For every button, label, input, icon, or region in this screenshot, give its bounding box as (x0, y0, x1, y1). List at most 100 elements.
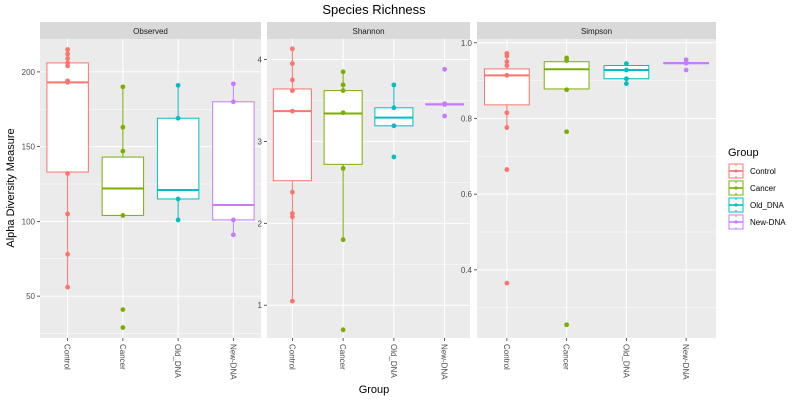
x-tick-label-new-dna: New-DNA (681, 344, 690, 380)
legend-key-point (734, 186, 738, 190)
data-point (623, 76, 629, 82)
facet-strip-label-observed: Observed (133, 27, 168, 36)
legend-title: Group (728, 147, 759, 159)
data-point (683, 67, 689, 73)
data-point (289, 88, 295, 94)
data-point (340, 237, 346, 243)
data-point (65, 63, 71, 69)
data-point (504, 110, 510, 116)
facet-panels: Observed 50 100 150 200 Control Cancer Old_DNA N… (22, 22, 716, 380)
legend-label-old-dna: Old_DNA (750, 201, 784, 210)
boxplot-observed-old-dna (156, 82, 200, 223)
data-point (564, 322, 570, 328)
x-tick-label-cancer: Cancer (562, 344, 571, 370)
legend-label-cancer: Cancer (750, 184, 776, 193)
data-point (120, 124, 126, 130)
box-iqr (272, 88, 312, 182)
box-iqr (101, 156, 145, 216)
legend-label-new-dna: New-DNA (750, 218, 786, 227)
boxplot-observed-cancer (101, 84, 145, 330)
legend: Group Control Cancer Old_DNA New-DNA (728, 147, 786, 230)
data-point (65, 211, 71, 217)
data-point (120, 307, 126, 312)
data-point (289, 108, 295, 114)
facet-shannon: Shannon 1 2 3 4 Control Cancer Old_DNA New-DNA (258, 22, 470, 380)
x-tick-label-control: Control (287, 344, 296, 370)
box-iqr (323, 90, 363, 165)
y-tick-label: 0.8 (461, 114, 473, 123)
boxplot-shannon-cancer (323, 69, 363, 333)
x-tick-label-control: Control (502, 344, 511, 370)
data-point (289, 46, 295, 52)
facet-strip-label-shannon: Shannon (352, 27, 384, 36)
data-point (564, 87, 570, 93)
y-tick-label: 100 (22, 217, 36, 226)
boxplot-observed-new-dna (212, 81, 255, 238)
x-tick-label-old-dna: Old_DNA (389, 344, 398, 378)
data-point (623, 61, 629, 67)
data-point (442, 102, 448, 107)
x-tick-label-cancer: Cancer (338, 344, 347, 370)
data-point (65, 51, 71, 57)
data-point (504, 280, 510, 286)
boxplot-simpson-control (483, 50, 530, 286)
data-point (564, 129, 570, 135)
data-point (289, 298, 295, 304)
data-point (504, 72, 510, 78)
legend-entry-new-dna: New-DNA (728, 214, 786, 230)
panel-background-shannon (267, 39, 470, 338)
boxplot-simpson-new-dna (663, 57, 710, 73)
x-tick-label-new-dna: New-DNA (228, 344, 237, 380)
legend-label-control: Control (750, 167, 776, 176)
data-point (391, 154, 397, 160)
box-iqr (212, 101, 255, 221)
data-point (391, 105, 397, 111)
data-point (504, 125, 510, 130)
data-point (230, 232, 236, 238)
data-point (65, 56, 71, 61)
x-tick-label-cancer: Cancer (118, 344, 127, 370)
data-point (340, 166, 346, 171)
data-point (120, 84, 126, 90)
data-point (340, 82, 346, 88)
data-point (289, 61, 295, 66)
legend-key-point (734, 169, 738, 173)
data-point (65, 79, 71, 85)
data-point (120, 213, 126, 218)
data-point (65, 251, 71, 257)
boxplot-shannon-control (272, 46, 312, 304)
data-point (120, 148, 126, 154)
y-tick-label: 3 (258, 137, 263, 146)
data-point (340, 327, 346, 333)
facet-strip-label-simpson: Simpson (581, 27, 612, 36)
y-tick-label: 4 (258, 55, 263, 64)
data-point (623, 81, 629, 87)
y-axis-label: Alpha Diversity Measure (5, 128, 17, 247)
y-tick-label: 150 (22, 143, 36, 152)
data-point (289, 77, 295, 83)
data-point (230, 81, 236, 87)
data-point (175, 82, 181, 88)
facet-strip-observed (40, 22, 261, 39)
boxplot-simpson-old-dna (603, 61, 650, 87)
data-point (230, 217, 236, 223)
data-point (442, 66, 448, 72)
y-tick-label: 1.0 (461, 39, 473, 48)
facet-strip-shannon (267, 22, 470, 39)
y-tick-label: 2 (258, 219, 263, 228)
facet-observed: Observed 50 100 150 200 Control Cancer Old_DNA N… (22, 22, 261, 380)
y-tick-label: 0.4 (461, 266, 473, 275)
data-point (623, 67, 629, 73)
data-point (504, 59, 510, 65)
data-point (230, 99, 236, 105)
data-point (564, 58, 570, 63)
facet-simpson: Simpson 0.4 0.6 0.8 1.0 Control Cancer Old_DNA N… (461, 22, 716, 380)
data-point (289, 189, 295, 195)
legend-key-point (734, 203, 738, 207)
x-tick-label-new-dna: New-DNA (440, 344, 449, 380)
x-tick-label-control: Control (63, 344, 72, 370)
box-iqr (156, 117, 200, 200)
boxplot-observed-control (46, 47, 89, 290)
data-point (340, 110, 346, 116)
